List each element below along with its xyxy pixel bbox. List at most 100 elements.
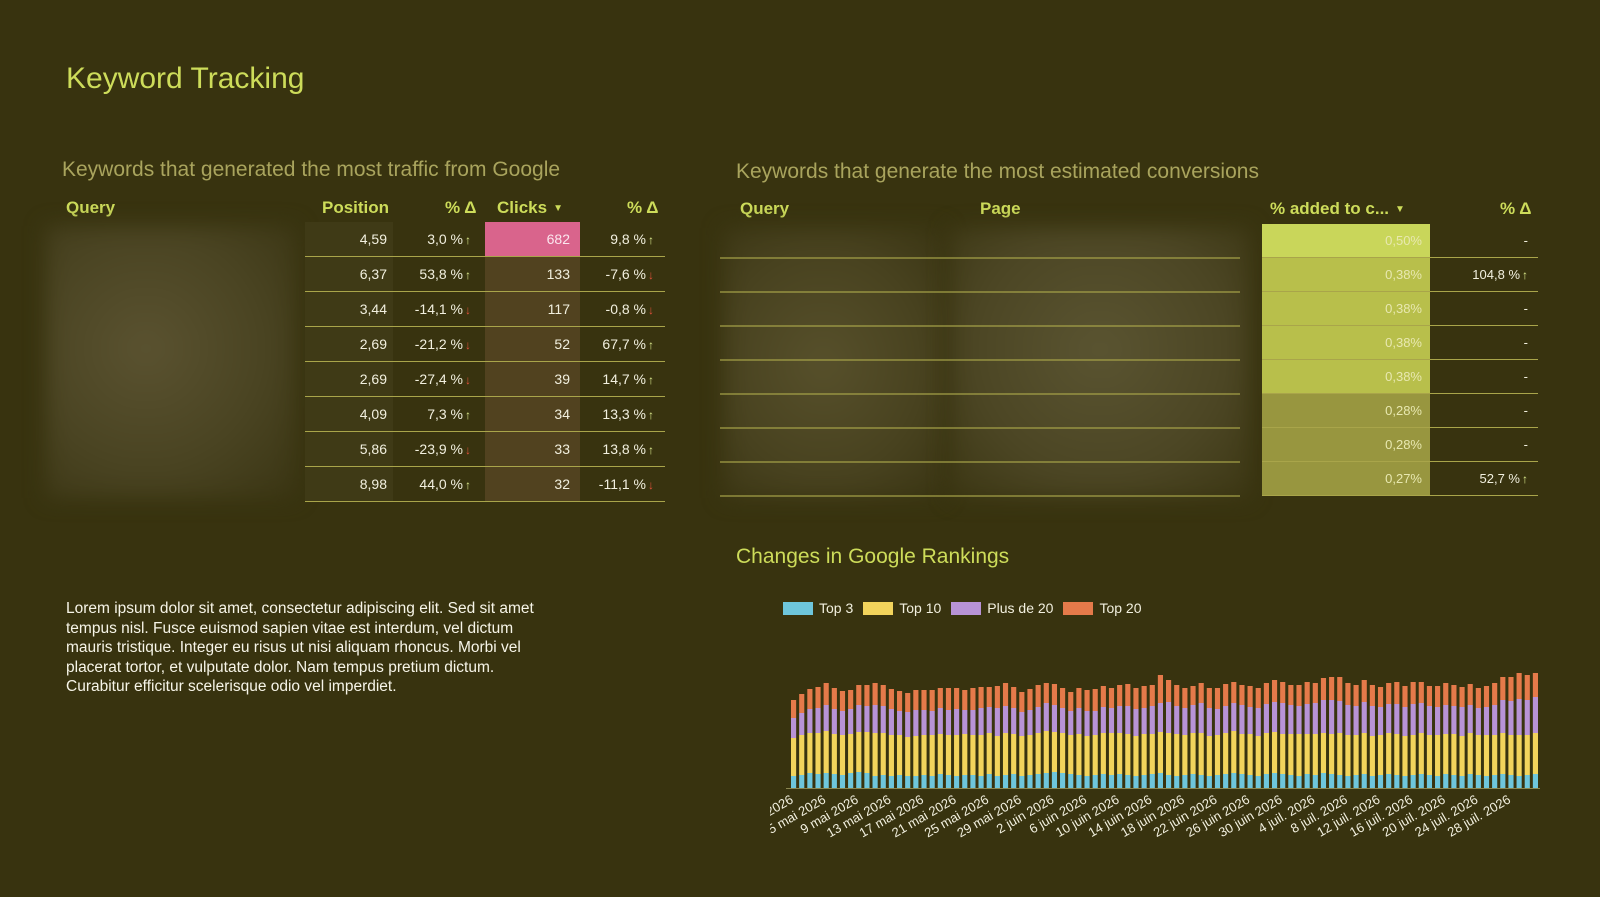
bar-segment-plus-de-20 xyxy=(1500,700,1506,733)
bar-segment-top-20 xyxy=(1133,688,1139,709)
table-row[interactable]: 6,37 53,8 % ↑ 133 -7,6 % ↓ xyxy=(305,257,665,292)
sort-desc-icon[interactable]: ▼ xyxy=(1395,204,1405,215)
bar-segment-plus-de-20 xyxy=(962,710,968,734)
pct-change-cell-value: -7,6 % xyxy=(605,266,646,282)
bar-segment-top-20 xyxy=(1394,682,1400,704)
pct-change-cell: - xyxy=(1430,292,1538,326)
traffic-header-position[interactable]: Position xyxy=(322,198,390,217)
traffic-section-title: Keywords that generated the most traffic… xyxy=(62,158,561,181)
table-row[interactable]: 5,86 -23,9 % ↓ 33 13,8 % ↑ xyxy=(305,432,665,467)
bar-segment-top-3 xyxy=(1108,775,1115,788)
traffic-header-clicks[interactable]: Clicks ▼ xyxy=(497,198,563,218)
traffic-header-pct2[interactable]: % Δ xyxy=(627,198,659,217)
pct-change-cell: -11,1 % ↓ xyxy=(584,467,658,501)
bar-segment-top-3 xyxy=(1263,774,1269,788)
table-row[interactable]: 0,28% - xyxy=(720,428,1538,463)
bar-segment-plus-de-20 xyxy=(823,705,829,731)
table-row[interactable]: 3,44 -14,1 % ↓ 117 -0,8 % ↓ xyxy=(305,292,665,327)
bar-segment-top-20 xyxy=(1288,685,1294,705)
conv-header-query[interactable]: Query xyxy=(740,199,790,218)
bar-segment-plus-de-20 xyxy=(831,709,837,734)
bar-segment-top-10 xyxy=(1190,733,1196,774)
position-cell: 2,69 xyxy=(305,362,393,396)
bar-segment-top-20 xyxy=(1035,685,1041,707)
table-row[interactable]: 0,38% - xyxy=(720,360,1538,395)
bar-segment-top-10 xyxy=(945,735,952,775)
table-row[interactable]: 0,38% 104,8 % ↑ xyxy=(720,258,1538,293)
added-to-cart-cell: 0,38% xyxy=(1262,360,1430,394)
bar-segment-top-20 xyxy=(1369,685,1375,706)
table-row[interactable]: 0,28% - xyxy=(720,394,1538,429)
bar-segment-top-10 xyxy=(1076,734,1082,775)
conv-header-added[interactable]: % added to c... ▼ xyxy=(1270,199,1405,219)
table-row[interactable]: 0,27% 52,7 % ↑ xyxy=(720,462,1538,497)
arrow-up-icon: ↑ xyxy=(465,268,471,282)
bar-segment-top-20 xyxy=(929,690,935,711)
bar-segment-top-3 xyxy=(1043,773,1049,788)
bar-segment-top-3 xyxy=(1304,774,1310,788)
clicks-cell: 52 xyxy=(485,327,580,361)
bar-segment-plus-de-20 xyxy=(1296,706,1302,734)
bar-segment-top-20 xyxy=(1182,688,1188,708)
bar-segment-top-10 xyxy=(1214,735,1221,775)
table-row[interactable]: 0,38% - xyxy=(720,292,1538,327)
bar-segment-top-10 xyxy=(986,733,992,774)
clicks-cell-value: 133 xyxy=(546,266,570,282)
bar-segment-plus-de-20 xyxy=(1239,705,1245,734)
table-row[interactable]: 0,38% - xyxy=(720,326,1538,361)
bar-segment-plus-de-20 xyxy=(1182,708,1188,735)
arrow-up-icon: ↑ xyxy=(465,233,471,247)
traffic-header-pct1[interactable]: % Δ xyxy=(445,198,477,217)
bar-segment-plus-de-20 xyxy=(888,709,894,735)
bar-segment-top-20 xyxy=(1337,677,1343,701)
bar-segment-top-3 xyxy=(1320,773,1327,788)
bar-segment-top-3 xyxy=(1353,775,1359,788)
table-row[interactable]: 4,09 7,3 % ↑ 34 13,3 % ↑ xyxy=(305,397,665,432)
bar-segment-top-10 xyxy=(823,731,829,773)
bar-segment-plus-de-20 xyxy=(1353,706,1359,735)
bar-segment-top-10 xyxy=(1002,733,1009,775)
legend-item-plus20[interactable]: Plus de 20 xyxy=(951,600,1053,616)
bar-segment-plus-de-20 xyxy=(1133,709,1139,736)
bar-segment-top-3 xyxy=(945,775,952,788)
traffic-header-query[interactable]: Query xyxy=(66,198,116,217)
arrow-down-icon: ↓ xyxy=(648,268,654,282)
pct-change-value: 52,7 % xyxy=(1479,471,1520,486)
conv-header-page[interactable]: Page xyxy=(980,199,1021,218)
legend-item-top10[interactable]: Top 10 xyxy=(863,600,941,616)
table-row[interactable]: 2,69 -21,2 % ↓ 52 67,7 % ↑ xyxy=(305,327,665,362)
bar-segment-plus-de-20 xyxy=(1475,708,1481,735)
bar-segment-top-20 xyxy=(848,690,854,709)
bar-segment-plus-de-20 xyxy=(1410,704,1416,735)
bar-segment-top-20 xyxy=(856,685,862,705)
sort-desc-icon[interactable]: ▼ xyxy=(553,203,563,214)
position-cell-value: 4,09 xyxy=(359,406,387,422)
table-row[interactable]: 0,50% - xyxy=(720,224,1538,259)
bar-segment-plus-de-20 xyxy=(1532,697,1538,733)
bar-segment-top-10 xyxy=(1043,731,1049,773)
pct-change-cell: -14,1 % ↓ xyxy=(399,292,475,326)
table-row[interactable]: 8,98 44,0 % ↑ 32 -11,1 % ↓ xyxy=(305,467,665,502)
bar-segment-top-3 xyxy=(1117,774,1123,788)
bar-segment-top-10 xyxy=(1288,734,1294,775)
legend-label: Top 20 xyxy=(1099,600,1142,616)
bar-segment-top-20 xyxy=(1410,682,1416,704)
conv-header-pct[interactable]: % Δ xyxy=(1500,199,1532,218)
table-row[interactable]: 4,59 3,0 % ↑ 682 9,8 % ↑ xyxy=(305,222,665,257)
bar-segment-plus-de-20 xyxy=(1394,704,1400,734)
bar-segment-plus-de-20 xyxy=(1329,700,1335,734)
bar-segment-top-20 xyxy=(872,683,878,705)
bar-segment-top-3 xyxy=(1231,773,1237,788)
bar-segment-plus-de-20 xyxy=(1027,710,1033,735)
table-row[interactable]: 2,69 -27,4 % ↓ 39 14,7 % ↑ xyxy=(305,362,665,397)
legend-item-top3[interactable]: Top 3 xyxy=(783,600,853,616)
arrow-up-icon: ↑ xyxy=(1522,472,1528,486)
row-divider xyxy=(720,359,1240,361)
bar-segment-top-3 xyxy=(896,775,903,788)
pct-change-cell: - xyxy=(1430,360,1538,394)
bar-segment-top-3 xyxy=(937,774,943,788)
bar-segment-top-20 xyxy=(1068,692,1074,711)
bar-segment-top-20 xyxy=(1296,685,1302,706)
position-cell-value: 2,69 xyxy=(359,371,387,387)
legend-item-top20[interactable]: Top 20 xyxy=(1063,600,1142,616)
